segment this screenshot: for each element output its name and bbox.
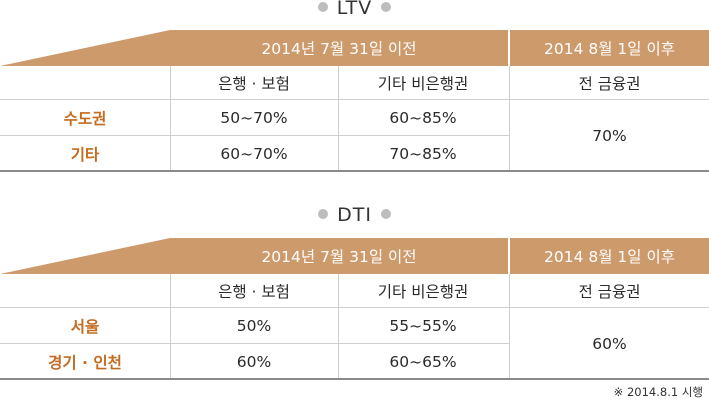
ltv-row-label: 수도권 [63, 109, 107, 128]
dti-table: 2014년 7월 31일 이전 2014 8월 1일 이후 은행 · 보험 기타… [0, 238, 709, 380]
divider [509, 66, 510, 171]
dti-header-after: 2014 8월 1일 이후 [544, 248, 675, 266]
ltv-table: 2014년 7월 31일 이전 2014 8월 1일 이후 은행 · 보험 기타… [0, 30, 709, 172]
dti-sub-bank: 은행 · 보험 [218, 282, 290, 301]
ltv-header-background [0, 30, 709, 66]
dti-cell-bank: 50% [236, 316, 272, 335]
ltv-cell-bank: 50~70% [220, 108, 288, 127]
bullet-dot-icon [380, 208, 391, 219]
dti-header-background [0, 238, 709, 274]
ltv-cell-other: 60~85% [389, 108, 457, 127]
dti-cell-all: 60% [592, 334, 627, 353]
dti-cell-other: 60~65% [389, 352, 457, 371]
ltv-header-after: 2014 8월 1일 이후 [544, 40, 675, 58]
bullet-dot-icon [318, 208, 329, 219]
dti-title: DTI [0, 204, 709, 226]
divider [0, 378, 709, 380]
divider [0, 343, 510, 344]
divider [0, 99, 709, 100]
divider [0, 307, 709, 308]
dti-cell-bank: 60% [236, 352, 272, 371]
dti-header-before: 2014년 7월 31일 이전 [261, 248, 417, 266]
dti-row-label: 서울 [70, 317, 100, 336]
dti-sub-all: 전 금융권 [578, 282, 641, 301]
dti-title-text: DTI [337, 204, 372, 226]
dti-sub-other: 기타 비은행권 [377, 282, 469, 301]
divider [170, 66, 171, 171]
ltv-sub-all: 전 금융권 [578, 74, 641, 93]
ltv-cell-all: 70% [592, 126, 627, 145]
ltv-title-text: LTV [336, 0, 373, 19]
ltv-cell-other: 70~85% [389, 144, 457, 163]
ltv-sub-other: 기타 비은행권 [377, 74, 469, 93]
ltv-title: LTV [0, 0, 709, 19]
divider [0, 170, 709, 172]
ltv-sub-bank: 은행 · 보험 [218, 74, 290, 93]
ltv-header-before: 2014년 7월 31일 이전 [261, 40, 417, 58]
divider [509, 274, 510, 379]
divider [338, 66, 339, 171]
ltv-row-label: 기타 [70, 145, 100, 164]
divider [170, 274, 171, 379]
bullet-dot-icon [317, 1, 328, 12]
dti-row-label: 경기 · 인천 [48, 353, 122, 372]
dti-cell-other: 55~55% [389, 316, 457, 335]
divider [338, 274, 339, 379]
ltv-cell-bank: 60~70% [220, 144, 288, 163]
bullet-dot-icon [381, 1, 392, 12]
footnote: ※ 2014.8.1 시행 [613, 385, 703, 399]
divider [0, 135, 510, 136]
